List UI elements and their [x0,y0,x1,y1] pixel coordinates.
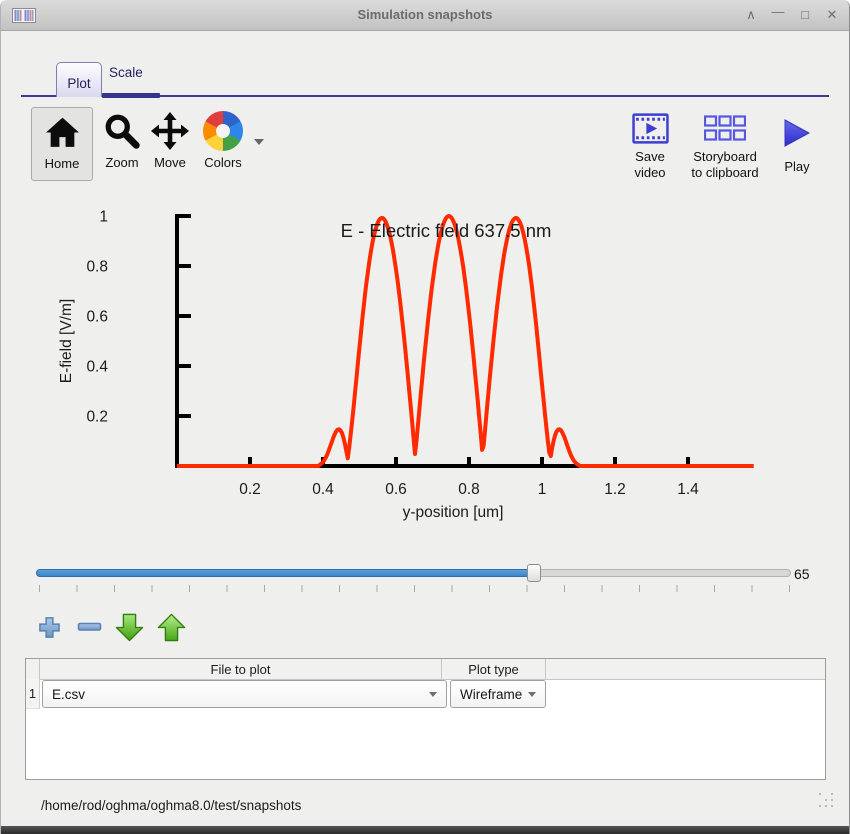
svg-text:1.4: 1.4 [677,481,699,498]
window-title: Simulation snapshots [357,7,493,22]
home-button[interactable]: Home [31,107,93,181]
plot-title: E - Electric field 637.5 nm [341,220,552,241]
status-path: /home/rod/oghma/oghma8.0/test/snapshots [41,798,302,813]
slider-handle[interactable] [527,564,542,582]
files-table: File to plot Plot type 1 E.csv Wireframe [25,658,826,780]
svg-text:0.4: 0.4 [86,359,108,376]
storyboard-label-2: to clipboard [691,165,759,180]
remove-row-button[interactable] [71,610,107,644]
file-to-plot-value: E.csv [52,686,86,702]
slider-ticks [39,585,791,592]
colors-dropdown-arrow-icon[interactable] [254,139,264,145]
plot-ticks [175,214,690,466]
tab-scale-indicator [102,93,160,98]
storyboard-icon [704,114,746,141]
resize-grip[interactable] [819,793,835,809]
window-bottom-edge [1,826,849,834]
storyboard-label-1: Storyboard [693,149,757,164]
titlebar[interactable]: Simulation snapshots ∧ — □ ✕ [1,0,849,31]
row-number[interactable]: 1 [26,679,40,709]
plot-type-value: Wireframe [460,686,523,702]
colors-icon [203,111,243,151]
play-icon [784,119,810,147]
move-button[interactable]: Move [147,107,193,181]
header-filler [546,659,825,679]
maximize-icon[interactable]: □ [801,7,809,22]
home-label: Home [44,156,80,171]
tabbar-line [21,95,829,97]
plot-canvas: 0.2 0.4 0.6 0.8 1 0.2 0.4 0.6 0.8 1 1.2 1.4 E - Ele… [41,195,761,535]
snapshot-slider[interactable]: 65 [1,558,849,598]
close-icon[interactable]: ✕ [826,7,838,22]
header-file-to-plot: File to plot [40,659,442,679]
save-video-label-2: video [634,165,666,180]
zoom-label: Zoom [105,155,139,170]
svg-text:0.8: 0.8 [86,259,108,276]
header-corner [26,659,40,679]
play-label: Play [784,159,810,174]
zoom-icon [105,114,140,149]
svg-text:0.6: 0.6 [86,309,108,326]
plot-type-select[interactable]: Wireframe [450,680,546,708]
header-plot-type: Plot type [442,659,546,679]
zoom-button[interactable]: Zoom [97,107,147,181]
remove-icon [77,622,101,631]
slider-fill [36,569,535,577]
shade-icon[interactable]: ∧ [746,7,756,22]
plot-tick-labels: 0.2 0.4 0.6 0.8 1 0.2 0.4 0.6 0.8 1 1.2 1.4 [86,209,699,499]
chevron-down-icon [429,691,437,697]
efield-curve [176,214,755,468]
save-video-label-1: Save [635,149,665,164]
move-row-up-button[interactable] [153,610,189,644]
svg-text:0.8: 0.8 [458,481,480,498]
statusbar: /home/rod/oghma/oghma8.0/test/snapshots [1,786,849,826]
svg-text:1: 1 [538,481,547,498]
slider-value: 65 [794,566,810,582]
move-label: Move [154,155,186,170]
svg-text:0.6: 0.6 [385,481,407,498]
svg-text:0.4: 0.4 [312,481,334,498]
move-row-down-button[interactable] [111,610,147,644]
save-video-button[interactable]: Save video [618,107,682,181]
move-down-icon [115,613,143,641]
tab-scale[interactable]: Scale [109,65,143,80]
play-button[interactable]: Play [772,107,822,181]
move-icon [151,112,189,150]
svg-text:1.2: 1.2 [604,481,626,498]
storyboard-button[interactable]: Storyboard to clipboard [681,107,769,181]
plot-ylabel: E-field [V/m] [58,299,75,383]
svg-text:0.2: 0.2 [239,481,261,498]
svg-text:1: 1 [99,209,108,226]
minimize-icon[interactable]: — [771,4,785,19]
svg-text:0.2: 0.2 [86,409,108,426]
plot-xlabel: y-position [um] [403,504,504,521]
add-icon [38,616,60,638]
save-video-icon [631,112,669,144]
tab-plot[interactable]: Plot [56,62,102,97]
colors-button[interactable]: Colors [195,107,251,181]
move-up-icon [157,613,185,641]
table-header: File to plot Plot type [26,659,825,680]
home-icon [45,117,79,147]
colors-label: Colors [204,155,242,170]
file-to-plot-select[interactable]: E.csv [42,680,447,708]
plot-axes [175,214,753,468]
chevron-down-icon [528,691,536,697]
add-row-button[interactable] [31,610,67,644]
app-logo-icon [12,8,36,23]
